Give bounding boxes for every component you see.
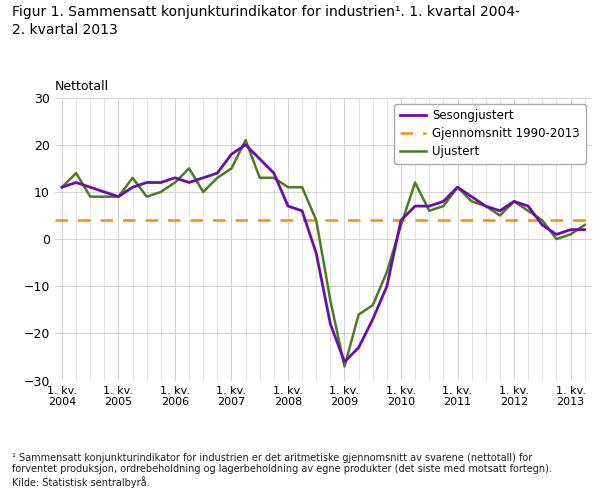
- Ujustert: [482, 203, 489, 209]
- Sesongjustert: [87, 184, 94, 190]
- Sesongjustert: [256, 156, 264, 162]
- Sesongjustert: [496, 208, 503, 214]
- Sesongjustert: [270, 170, 278, 176]
- Text: Nettotall: Nettotall: [55, 80, 109, 93]
- Sesongjustert: [242, 142, 249, 148]
- Ujustert: [511, 199, 518, 204]
- Ujustert: [199, 189, 207, 195]
- Sesongjustert: [284, 203, 292, 209]
- Sesongjustert: [454, 184, 461, 190]
- Sesongjustert: [553, 231, 560, 237]
- Sesongjustert: [73, 180, 80, 185]
- Sesongjustert: [129, 184, 136, 190]
- Sesongjustert: [525, 203, 532, 209]
- Line: Ujustert: Ujustert: [62, 140, 584, 366]
- Sesongjustert: [115, 194, 122, 200]
- Sesongjustert: [199, 175, 207, 181]
- Sesongjustert: [567, 227, 574, 233]
- Ujustert: [115, 194, 122, 200]
- Sesongjustert: [369, 316, 376, 322]
- Sesongjustert: [171, 175, 179, 181]
- Ujustert: [171, 180, 179, 185]
- Sesongjustert: [298, 208, 306, 214]
- Sesongjustert: [185, 180, 193, 185]
- Line: Sesongjustert: Sesongjustert: [62, 145, 584, 362]
- Ujustert: [412, 180, 419, 185]
- Sesongjustert: [412, 203, 419, 209]
- Gjennomsnitt 1990-2013: [73, 217, 80, 223]
- Ujustert: [312, 217, 320, 223]
- Sesongjustert: [468, 194, 475, 200]
- Ujustert: [270, 175, 278, 181]
- Ujustert: [59, 184, 66, 190]
- Sesongjustert: [59, 184, 66, 190]
- Sesongjustert: [440, 199, 447, 204]
- Ujustert: [73, 170, 80, 176]
- Ujustert: [87, 194, 94, 200]
- Ujustert: [101, 194, 108, 200]
- Sesongjustert: [539, 222, 546, 228]
- Ujustert: [157, 189, 165, 195]
- Ujustert: [539, 217, 546, 223]
- Sesongjustert: [397, 217, 404, 223]
- Ujustert: [567, 231, 574, 237]
- Sesongjustert: [383, 284, 390, 289]
- Ujustert: [298, 184, 306, 190]
- Ujustert: [383, 269, 390, 275]
- Gjennomsnitt 1990-2013: [59, 217, 66, 223]
- Ujustert: [327, 298, 334, 304]
- Ujustert: [256, 175, 264, 181]
- Sesongjustert: [327, 321, 334, 327]
- Ujustert: [143, 194, 151, 200]
- Ujustert: [129, 175, 136, 181]
- Text: Figur 1. Sammensatt konjunkturindikator for industrien¹. 1. kvartal 2004-
2. kva: Figur 1. Sammensatt konjunkturindikator …: [12, 5, 520, 37]
- Ujustert: [341, 364, 348, 369]
- Sesongjustert: [143, 180, 151, 185]
- Sesongjustert: [214, 170, 221, 176]
- Sesongjustert: [101, 189, 108, 195]
- Ujustert: [468, 199, 475, 204]
- Text: ¹ Sammensatt konjunkturindikator for industrien er det aritmetiske gjennomsnitt : ¹ Sammensatt konjunkturindikator for ind…: [12, 452, 552, 488]
- Ujustert: [355, 312, 362, 318]
- Sesongjustert: [228, 151, 235, 157]
- Sesongjustert: [511, 199, 518, 204]
- Ujustert: [228, 165, 235, 171]
- Sesongjustert: [581, 227, 588, 233]
- Ujustert: [185, 165, 193, 171]
- Sesongjustert: [341, 359, 348, 365]
- Ujustert: [581, 222, 588, 228]
- Ujustert: [242, 137, 249, 143]
- Ujustert: [440, 203, 447, 209]
- Sesongjustert: [157, 180, 165, 185]
- Ujustert: [454, 184, 461, 190]
- Ujustert: [426, 208, 433, 214]
- Ujustert: [397, 222, 404, 228]
- Sesongjustert: [312, 250, 320, 256]
- Sesongjustert: [355, 345, 362, 350]
- Ujustert: [214, 175, 221, 181]
- Sesongjustert: [426, 203, 433, 209]
- Ujustert: [496, 213, 503, 219]
- Legend: Sesongjustert, Gjennomsnitt 1990-2013, Ujustert: Sesongjustert, Gjennomsnitt 1990-2013, U…: [395, 103, 586, 164]
- Ujustert: [369, 302, 376, 308]
- Ujustert: [553, 236, 560, 242]
- Ujustert: [525, 208, 532, 214]
- Ujustert: [284, 184, 292, 190]
- Sesongjustert: [482, 203, 489, 209]
